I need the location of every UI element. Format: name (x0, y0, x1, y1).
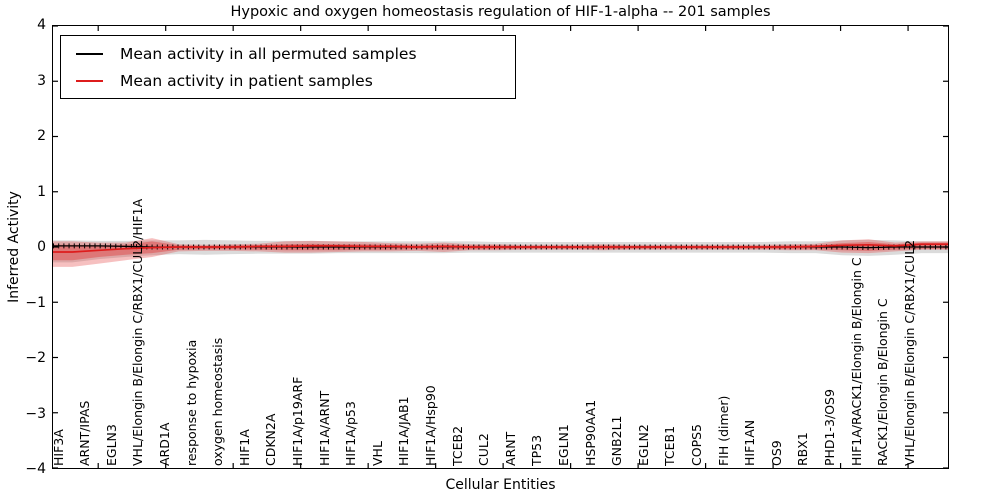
legend-item-patient: Mean activity in patient samples (61, 68, 515, 94)
y-tick-label: 4 (37, 17, 46, 33)
legend-line-permuted (76, 52, 103, 55)
legend: Mean activity in all permuted samples Me… (60, 35, 516, 99)
chart-canvas (53, 26, 948, 468)
y-tick-label: −1 (25, 294, 46, 311)
chart-title: Hypoxic and oxygen homeostasis regulatio… (230, 4, 771, 20)
y-tick-label: 1 (37, 183, 46, 200)
plot-area: HIF3A ARNT/IPAS EGLN3 VHL/Elongin B/Elongin… (51, 25, 949, 469)
legend-line-patient (76, 79, 103, 82)
y-tick-label: 3 (37, 72, 46, 89)
y-tick-label: −4 (25, 461, 46, 477)
y-tick-label: −3 (25, 405, 46, 422)
legend-label-permuted: Mean activity in all permuted samples (120, 44, 417, 63)
series-patient-line (53, 243, 948, 253)
y-tick-label: −2 (25, 350, 46, 366)
legend-item-permuted: Mean activity in all permuted samples (61, 41, 515, 67)
y-tick-label: 2 (37, 128, 46, 144)
legend-label-patient: Mean activity in patient samples (120, 71, 373, 90)
x-axis-label: Cellular Entities (445, 477, 556, 493)
y-tick-label: 0 (37, 239, 46, 255)
